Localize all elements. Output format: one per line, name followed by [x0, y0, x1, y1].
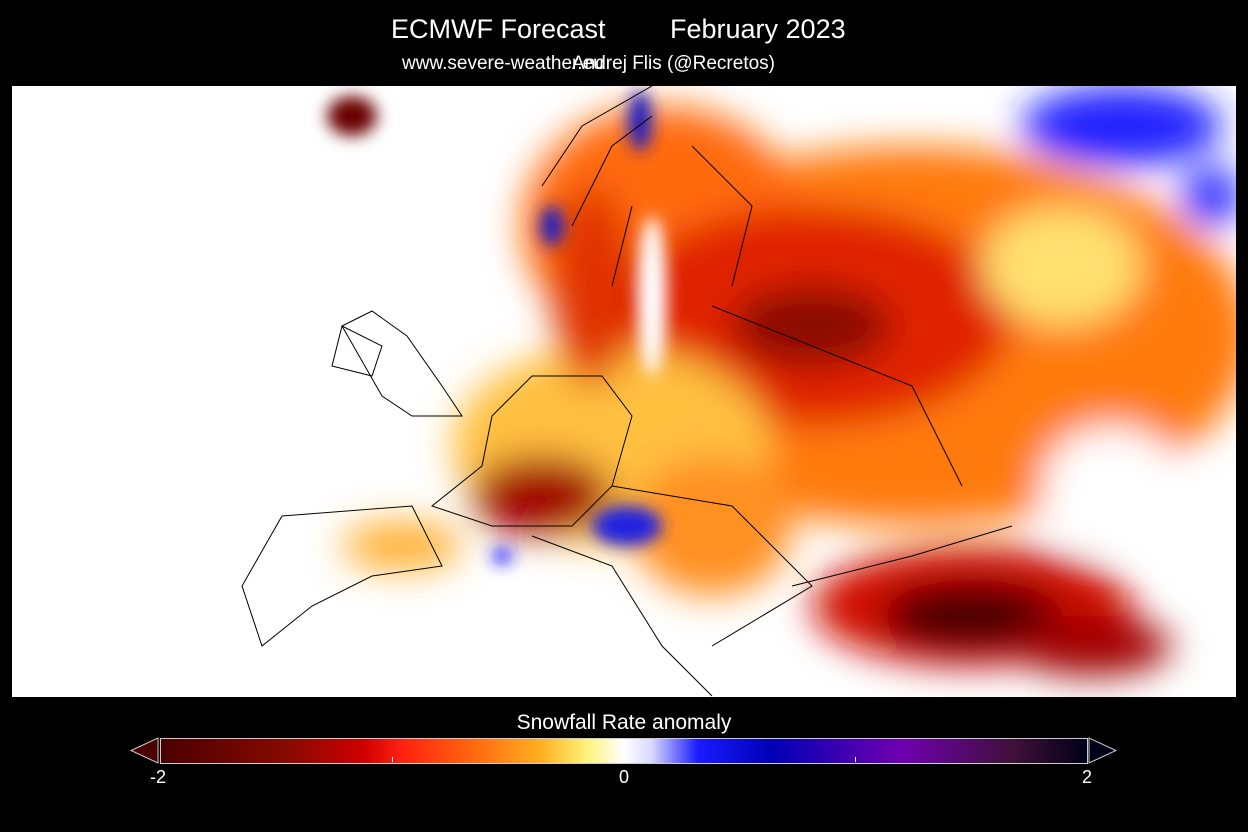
country-borders [241, 86, 1013, 697]
colorbar-tick-label-min: -2 [150, 767, 167, 787]
anomaly-map [12, 86, 1236, 697]
colorbar-tick-label-zero: 0 [619, 767, 630, 787]
colorbar-max-arrow-icon [1088, 737, 1118, 764]
map-svg [241, 86, 1236, 697]
forecast-date: February 2023 [670, 14, 846, 44]
colorbar-tick [623, 757, 624, 762]
colorbar-tick [855, 757, 856, 762]
colorbar-tick-label-max: 2 [1082, 767, 1093, 787]
colorbar-min-arrow-icon [130, 737, 159, 764]
colorbar-label: Snowfall Rate anomaly [516, 711, 732, 734]
anomaly-field [342, 86, 1236, 676]
credit-website: www.severe-weather.eu [402, 53, 604, 74]
colorbar-tick [392, 757, 393, 762]
chart-title: ECMWF Forecast [391, 14, 606, 44]
anomaly-detail [327, 91, 667, 564]
colorbar [160, 738, 1088, 764]
credit-author: Andrej Flis (@Recretos) [572, 53, 775, 74]
